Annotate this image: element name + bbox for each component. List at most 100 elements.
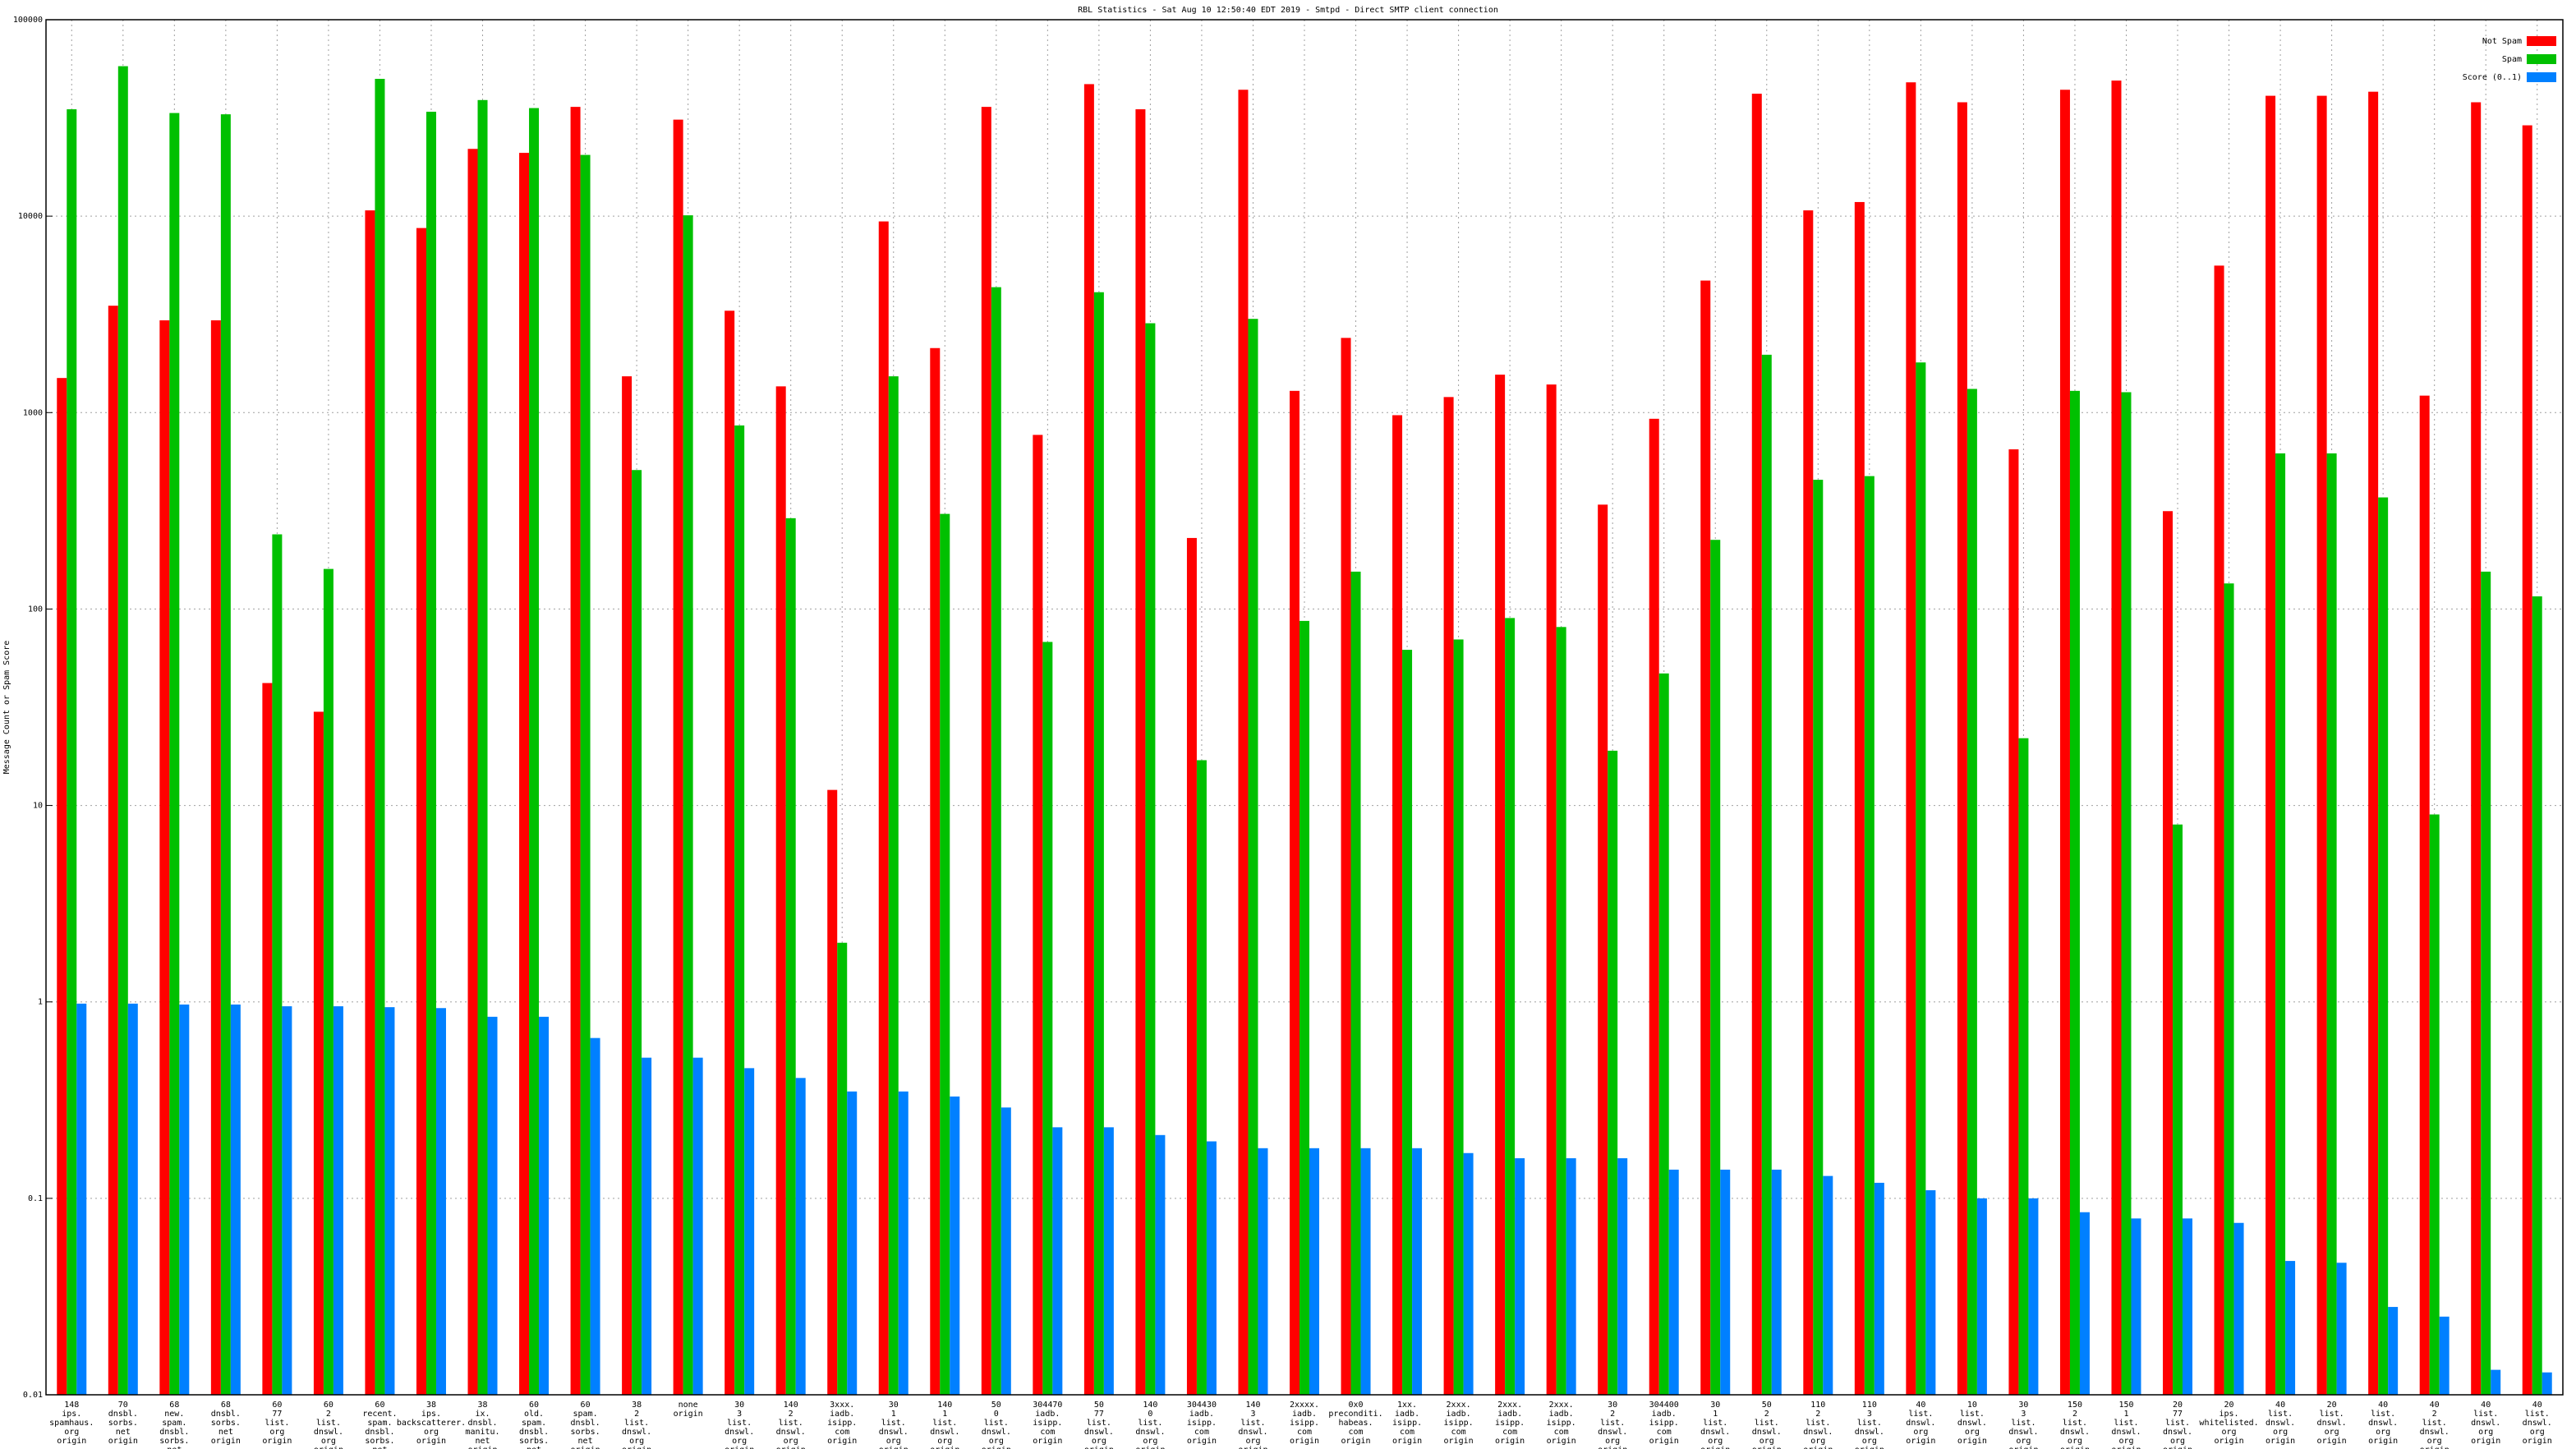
x-tick-label: iadb. [1189,1410,1214,1419]
x-tick-label: list. [1087,1419,1111,1428]
bar [159,320,170,1395]
x-tick-label: 1xx. [1397,1401,1417,1410]
x-tick-label: 2 [2432,1410,2437,1419]
x-tick-label: list. [984,1419,1009,1428]
bar [878,221,889,1396]
x-tick-label: dnswl. [1598,1428,1627,1437]
x-tick-label: org [1092,1437,1106,1446]
bar [785,518,796,1395]
bar [673,119,683,1396]
x-tick-label: list. [2422,1419,2447,1428]
bar [2183,1218,2193,1395]
x-tick-label: 3 [1867,1410,1872,1419]
y-tick-label: 10 [33,802,43,811]
bar [487,1016,498,1395]
x-tick-label: list. [779,1419,803,1428]
x-tick-label: dnswl. [2111,1428,2141,1437]
x-tick-label: dnswl. [1084,1428,1114,1437]
x-tick-label: 1 [2123,1410,2128,1419]
bar [539,1016,550,1395]
x-tick-label: 2xxx. [1497,1401,1522,1410]
bar [1402,650,1413,1395]
x-tick-label: origin [2266,1437,2295,1446]
chart-title: RBL Statistics - Sat Aug 10 12:50:40 EDT… [1078,6,1498,15]
bar [210,320,221,1395]
x-tick-label: dnswl. [2471,1419,2500,1428]
x-tick-label: 2 [789,1410,794,1419]
x-tick-label: 3 [2021,1410,2026,1419]
x-tick-label: 30 [1608,1401,1617,1410]
bar [1290,390,1300,1395]
bar [2173,824,2183,1395]
bar [940,513,950,1395]
x-tick-label: 0 [1148,1410,1152,1419]
bar [1392,415,1403,1395]
x-tick-label: origin [930,1446,959,1449]
x-tick-label: 77 [1094,1410,1104,1419]
legend-label: Not Spam [2482,37,2522,46]
x-tick-label: net [372,1446,387,1449]
x-tick-label: net [527,1446,541,1449]
x-tick-label: origin [211,1437,241,1446]
x-tick-label: sorbs. [571,1428,600,1437]
x-tick-label: origin [1135,1446,1165,1449]
bar [1186,537,1197,1395]
x-tick-label: 148 [64,1401,79,1410]
bar [1350,571,1361,1395]
bar [117,66,128,1396]
x-tick-label: isipp. [1444,1419,1474,1428]
x-tick-label: dnswl. [2060,1428,2090,1437]
x-tick-label: origin [1752,1446,1782,1449]
x-tick-label: list. [1600,1419,1625,1428]
bar [1608,750,1618,1395]
x-tick-label: iadb. [1549,1410,1574,1419]
bar [888,376,899,1396]
x-tick-label: origin [2214,1437,2243,1446]
x-tick-label: 50 [1094,1401,1104,1410]
bar [1238,90,1249,1395]
bar [2059,90,2070,1395]
x-tick-label: org [2325,1428,2339,1437]
x-tick-label: dnswl. [1855,1428,1884,1437]
x-tick-label: list. [1240,1419,1265,1428]
x-tick-label: dnswl. [1238,1428,1267,1437]
bar [1751,94,1762,1395]
bar [837,942,848,1395]
bar [1916,362,1926,1395]
x-tick-label: dnswl. [724,1428,754,1437]
x-tick-label: sorbs. [211,1419,241,1428]
bar [1823,1175,1833,1395]
bar [642,1057,652,1395]
x-tick-label: net [475,1437,490,1446]
x-tick-label: isipp. [1033,1419,1062,1428]
bar [1453,639,1464,1395]
x-tick-label: com [1657,1428,1672,1437]
bar [1700,280,1711,1395]
x-tick-label: net [116,1428,131,1437]
bar [127,1003,138,1395]
x-tick-label: org [1760,1437,1774,1446]
x-tick-label: org [886,1437,901,1446]
x-tick-label: com [1297,1428,1312,1437]
x-tick-label: origin [1547,1437,1576,1446]
x-tick-label: isipp. [1649,1419,1679,1428]
x-tick-label: 30 [2018,1401,2028,1410]
bar [1617,1158,1628,1395]
bar [2326,453,2337,1395]
x-tick-label: com [1554,1428,1569,1437]
x-tick-label: dnswl. [1752,1428,1782,1437]
y-tick-label: 1000 [23,408,43,417]
bar [333,1006,343,1395]
x-tick-label: origin [1598,1446,1627,1449]
x-tick-label: 38 [477,1401,487,1410]
x-tick-label: spamhaus. [49,1419,94,1428]
bar [1083,84,1094,1396]
x-tick-label: origin [467,1446,497,1449]
x-tick-label: origin [1341,1437,1370,1446]
bar [2522,125,2532,1395]
x-tick-label: list. [1908,1410,1933,1419]
x-tick-label: 140 [1245,1401,1260,1410]
x-tick-label: 0x0 [1348,1401,1363,1410]
x-tick-label: 40 [2481,1401,2491,1410]
x-tick-label: origin [1290,1437,1319,1446]
